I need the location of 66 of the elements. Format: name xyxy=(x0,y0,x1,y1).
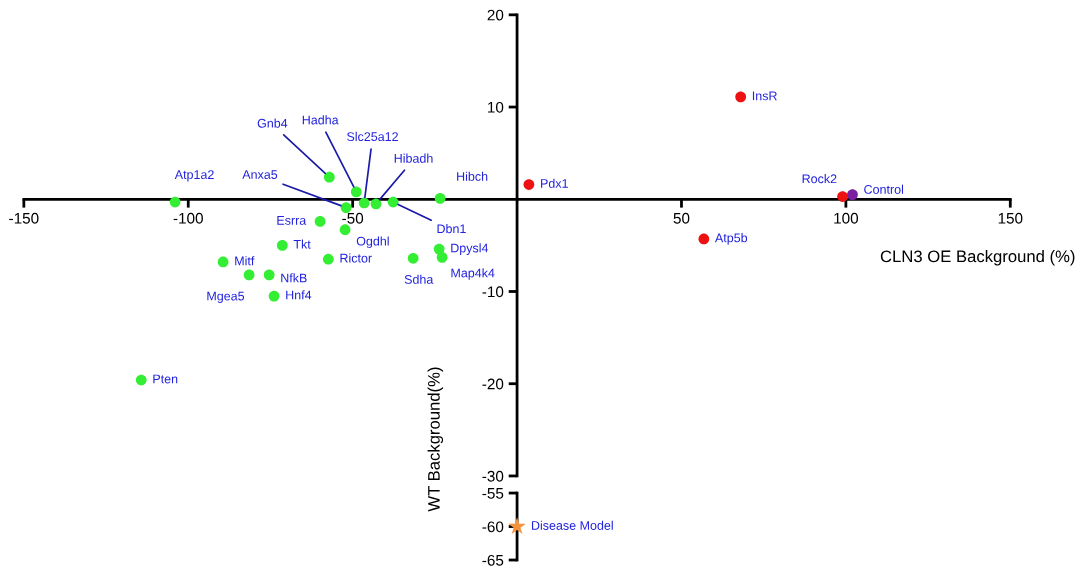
annotation: Esrra xyxy=(277,216,307,225)
point xyxy=(847,189,858,201)
annotation: Mgea5 xyxy=(207,291,245,303)
annotation: Anxa5 xyxy=(242,170,278,179)
point xyxy=(407,252,419,264)
y-tick-label: -10 xyxy=(482,286,504,298)
annotation: Gnb4 xyxy=(257,118,288,128)
annotation: Pten xyxy=(153,374,178,384)
point xyxy=(370,198,382,210)
annotation: Hibch xyxy=(457,171,488,181)
annotation: Ogdhl xyxy=(356,236,389,249)
annotation: Map4k4 xyxy=(451,268,495,280)
annotation: NfkB xyxy=(281,273,307,283)
point xyxy=(263,269,275,281)
annotation: Mitf xyxy=(235,256,255,266)
x-tick-label: 100 xyxy=(834,212,859,224)
y-tick-label: 10 xyxy=(488,101,504,113)
annotation: Slc25a12 xyxy=(347,131,398,142)
y-axis-title: WT Background(%) xyxy=(427,367,444,512)
point xyxy=(135,374,147,386)
point xyxy=(339,224,351,236)
point xyxy=(837,191,848,202)
y-tick-label: -20 xyxy=(482,378,504,390)
point xyxy=(322,253,334,265)
annotation: Dbn1 xyxy=(437,223,466,234)
annotation: Disease Model xyxy=(531,520,613,530)
point xyxy=(358,197,370,209)
point xyxy=(523,179,535,190)
point xyxy=(735,91,747,103)
annotation: Dpysl4 xyxy=(451,243,489,255)
x-axis-title: CLN3 OE Background (%) xyxy=(880,250,1075,266)
annotation: Control xyxy=(864,184,904,194)
annotation: Hibadh xyxy=(394,153,433,163)
point xyxy=(169,196,181,208)
point xyxy=(276,240,288,251)
point xyxy=(436,252,448,263)
point xyxy=(698,233,710,245)
point xyxy=(434,192,446,204)
annotation: Rictor xyxy=(340,253,372,263)
x-tick-label: -150 xyxy=(9,212,39,224)
annotation: Atp5b xyxy=(714,233,748,245)
y-tick-label: -30 xyxy=(482,470,504,482)
annotation: Hnf4 xyxy=(286,290,312,300)
annotation: Pdx1 xyxy=(541,178,568,188)
point xyxy=(340,202,352,213)
y-tick-label: -60 xyxy=(482,521,504,533)
y-tick-label: -55 xyxy=(482,488,504,499)
x-tick-label: -50 xyxy=(342,212,364,224)
x-tick-label: -100 xyxy=(173,212,203,224)
y-tick-label: -65 xyxy=(482,554,504,566)
annotation: Atp1a2 xyxy=(174,170,214,182)
x-tick-label: 150 xyxy=(998,212,1023,224)
point xyxy=(268,290,280,302)
y-tick-label: 20 xyxy=(487,9,504,21)
annotation: Tkt xyxy=(293,239,311,249)
point xyxy=(314,216,326,227)
annotation: Sdha xyxy=(404,274,434,284)
point xyxy=(217,256,229,268)
annotation: Rock2 xyxy=(802,174,837,184)
point xyxy=(323,171,335,183)
annotation: Hadha xyxy=(302,115,339,125)
x-tick-label: 50 xyxy=(673,212,690,224)
annotation: InsR xyxy=(752,91,777,101)
point xyxy=(387,196,399,208)
point xyxy=(350,186,362,198)
point xyxy=(243,269,255,281)
